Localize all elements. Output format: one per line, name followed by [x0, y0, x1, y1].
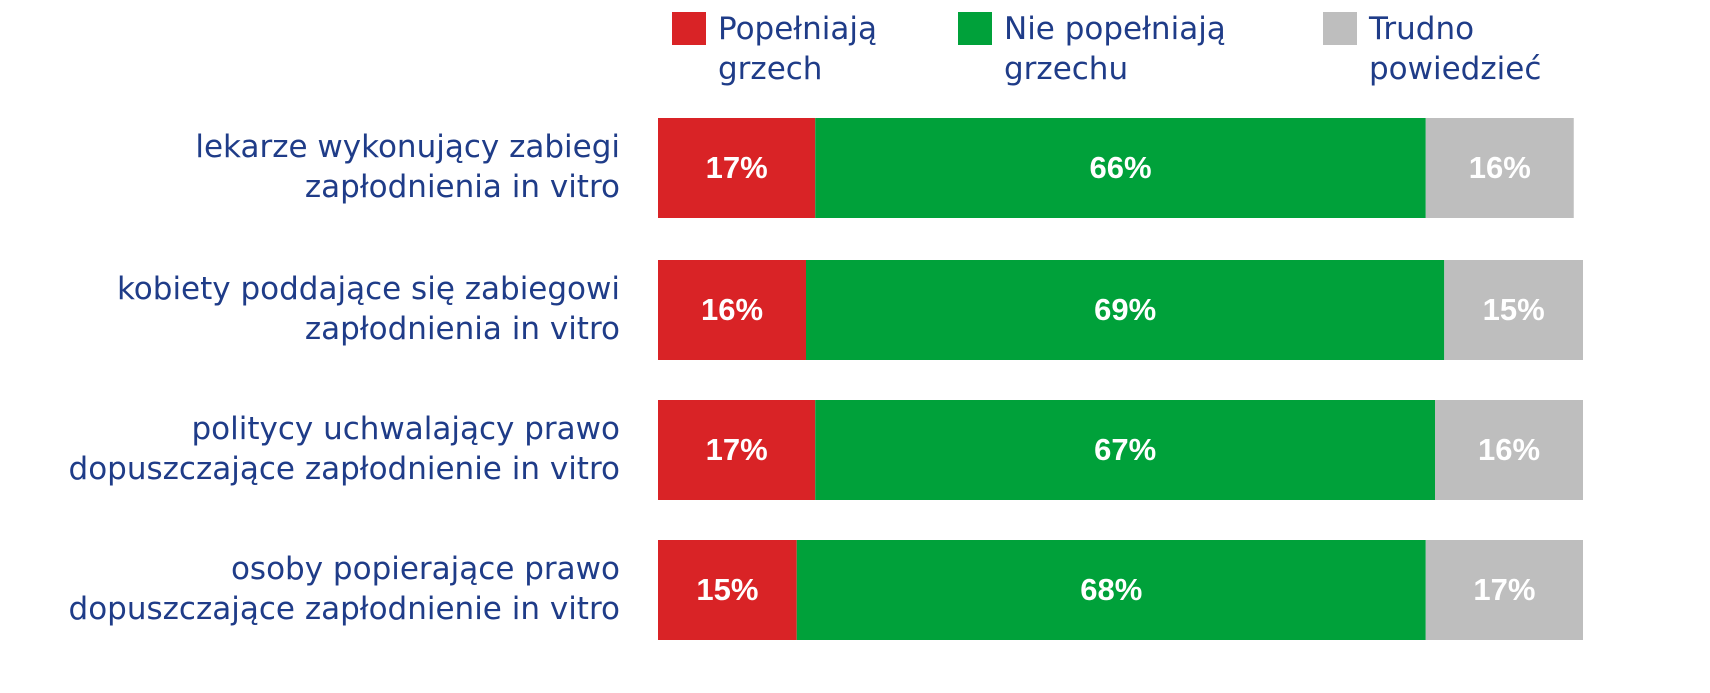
data-label: 69% [1094, 292, 1156, 327]
bar-segment [658, 260, 806, 360]
bar-segment [806, 260, 1445, 360]
data-label: 17% [1473, 572, 1535, 607]
bar-segment [1444, 260, 1583, 360]
bar-segment [796, 540, 1426, 640]
category-label: lekarze wykonujący zabiegi zapłodnienia i… [195, 129, 620, 205]
bar-segment [1425, 118, 1574, 218]
data-label: 15% [1483, 292, 1545, 327]
data-label: 16% [1478, 432, 1540, 467]
data-label: 17% [706, 150, 768, 185]
legend-swatch [958, 12, 992, 45]
category-label: politycy uchwalający prawo dopuszczające … [69, 411, 620, 487]
data-label: 68% [1080, 572, 1142, 607]
bar-segment [658, 540, 797, 640]
bar-segment [658, 400, 816, 500]
data-label: 67% [1094, 432, 1156, 467]
legend-label: Nie popełniają grzechu [1004, 11, 1226, 87]
legend-swatch [1323, 12, 1357, 45]
bar-segment [815, 400, 1435, 500]
data-label: 17% [706, 432, 768, 467]
bar-segment [815, 118, 1426, 218]
bar-segment [658, 118, 816, 218]
legend-label: Popełniają grzech [718, 11, 877, 87]
data-label: 16% [1469, 150, 1531, 185]
data-label: 15% [696, 572, 758, 607]
category-label: kobiety poddające się zabiegowi zapłodnie… [117, 271, 620, 347]
bar-segment [1435, 400, 1583, 500]
data-label: 16% [701, 292, 763, 327]
bar-segment [1425, 540, 1583, 640]
legend-swatch [672, 12, 706, 45]
category-label: osoby popierające prawo dopuszczające zap… [69, 551, 620, 627]
legend-label: Trudno powiedzieć [1368, 11, 1541, 87]
data-label: 66% [1089, 150, 1151, 185]
